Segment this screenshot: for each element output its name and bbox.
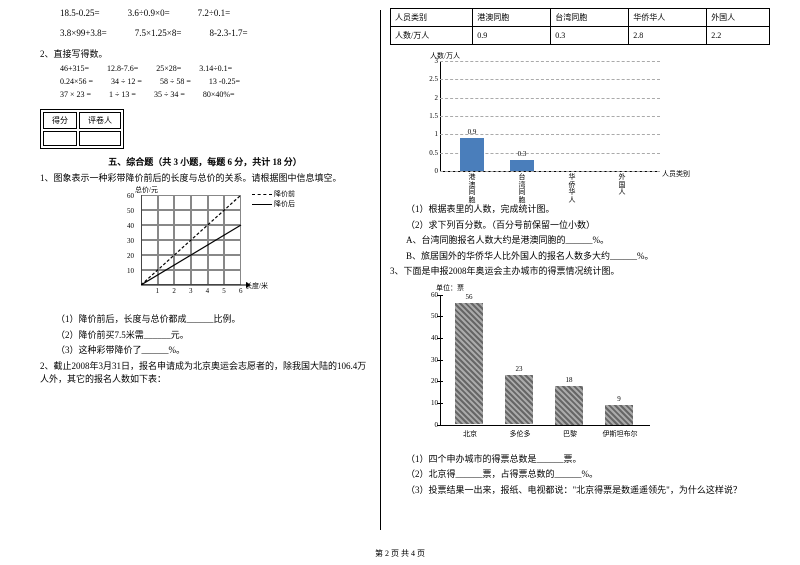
volunteer-bar-chart: 人数/万人 人员类别 00.511.522.530.9港澳同胞0.3台湾同胞华侨… bbox=[410, 51, 690, 201]
sub-q: （1）降价前后，长度与总价都成______比例。 bbox=[40, 313, 370, 327]
sub-q: （2）北京得______票，占得票总数的______%。 bbox=[390, 468, 770, 482]
votes-bar-chart: 单位：票 010203040506056北京23多伦多18巴黎9伊斯坦布尔 bbox=[410, 281, 670, 451]
sub-q: （1）根据表里的人数，完成统计图。 bbox=[390, 203, 770, 217]
x-axis bbox=[440, 425, 650, 426]
page-footer: 第 2 页 共 4 页 bbox=[0, 548, 800, 559]
question-label: 2、直接写得数。 bbox=[40, 48, 370, 62]
legend-before: 降价前 bbox=[274, 190, 295, 198]
grader-cell: 评卷人 bbox=[79, 112, 121, 129]
expression-row: 37 × 23 = 1 ÷ 13 = 35 ÷ 34 = 80×40%= bbox=[40, 90, 370, 99]
expr: 80×40%= bbox=[203, 90, 235, 99]
left-column: 18.5-0.25= 3.6÷0.9×0= 7.2÷0.1= 3.8×99+3.… bbox=[0, 0, 380, 540]
expr: 3.8×99+3.8= bbox=[60, 28, 107, 38]
y-axis-label: 总价/元 bbox=[135, 185, 158, 195]
expr: 12.8-7.6= bbox=[107, 64, 138, 73]
x-axis-label: 长度/米 bbox=[245, 281, 268, 291]
y-axis-label: 单位：票 bbox=[436, 283, 464, 293]
sub-q: A、台湾同胞报名人数大约是港澳同胞的______%。 bbox=[390, 234, 770, 248]
x-axis-label: 人员类别 bbox=[662, 169, 690, 179]
expr: 3.14÷0.1= bbox=[199, 64, 232, 73]
question-3: 3、下面是申报2008年奥运会主办城市的得票情况统计图。 bbox=[390, 265, 770, 279]
expr: 13 -0.25= bbox=[209, 77, 240, 86]
expr: 35 ÷ 34 = bbox=[154, 90, 185, 99]
section-title: 五、综合题（共 3 小题，每题 6 分，共计 18 分） bbox=[40, 155, 370, 168]
sub-q: B、旅居国外的华侨华人比外国人的报名人数多大约______%。 bbox=[390, 250, 770, 264]
sub-q: （2）求下列百分数。（百分号前保留一位小数） bbox=[390, 219, 770, 233]
expr: 37 × 23 = bbox=[60, 90, 91, 99]
sub-q: （1）四个申办城市的得票总数是______票。 bbox=[390, 453, 770, 467]
expr: 46+315= bbox=[60, 64, 89, 73]
expr: 3.6÷0.9×0= bbox=[128, 8, 170, 18]
sub-q: （3）这种彩带降价了______%。 bbox=[40, 344, 370, 358]
expr: 25×28= bbox=[156, 64, 181, 73]
question-2: 2、截止2008年3月31日，报名申请成为北京奥运会志愿者的，除我国大陆的106… bbox=[40, 360, 370, 387]
chart-lines bbox=[141, 195, 251, 291]
expr: 7.5×1.25×8= bbox=[135, 28, 182, 38]
expr: 1 ÷ 13 = bbox=[109, 90, 136, 99]
expression-row: 3.8×99+3.8= 7.5×1.25×8= 8-2.3-1.7= bbox=[40, 28, 370, 38]
legend-after: 降价后 bbox=[274, 200, 295, 208]
expr: 18.5-0.25= bbox=[60, 8, 100, 18]
expression-row: 46+315= 12.8-7.6= 25×28= 3.14÷0.1= bbox=[40, 64, 370, 73]
score-box: 得分 评卷人 bbox=[40, 109, 124, 149]
expr: 0.24×56 = bbox=[60, 77, 93, 86]
sub-q: （2）降价前买7.5米需______元。 bbox=[40, 329, 370, 343]
expr: 34 ÷ 12 = bbox=[111, 77, 142, 86]
expr: 58 ÷ 58 = bbox=[160, 77, 191, 86]
expr: 7.2÷0.1= bbox=[198, 8, 231, 18]
question-1: 1、图象表示一种彩带降价前后的长度与总价的关系。请根据图中信息填空。 bbox=[40, 172, 370, 186]
chart-legend: 降价前 降价后 bbox=[252, 189, 295, 209]
expression-row: 0.24×56 = 34 ÷ 12 = 58 ÷ 58 = 13 -0.25= bbox=[40, 77, 370, 86]
price-length-chart: 降价前 降价后 总价/元 102030405060 123456 长度/米 bbox=[115, 189, 295, 309]
right-column: 人员类别港澳同胞台湾同胞华侨华人外国人 人数/万人0.90.32.82.2 人数… bbox=[380, 0, 800, 540]
data-table: 人员类别港澳同胞台湾同胞华侨华人外国人 人数/万人0.90.32.82.2 bbox=[390, 8, 770, 45]
score-cell: 得分 bbox=[43, 112, 77, 129]
sub-q: （3）投票结果一出来，报纸、电视都说："北京得票是数遥遥领先"，为什么这样说？ bbox=[390, 484, 770, 498]
expr: 8-2.3-1.7= bbox=[209, 28, 247, 38]
expression-row: 18.5-0.25= 3.6÷0.9×0= 7.2÷0.1= bbox=[40, 8, 370, 18]
